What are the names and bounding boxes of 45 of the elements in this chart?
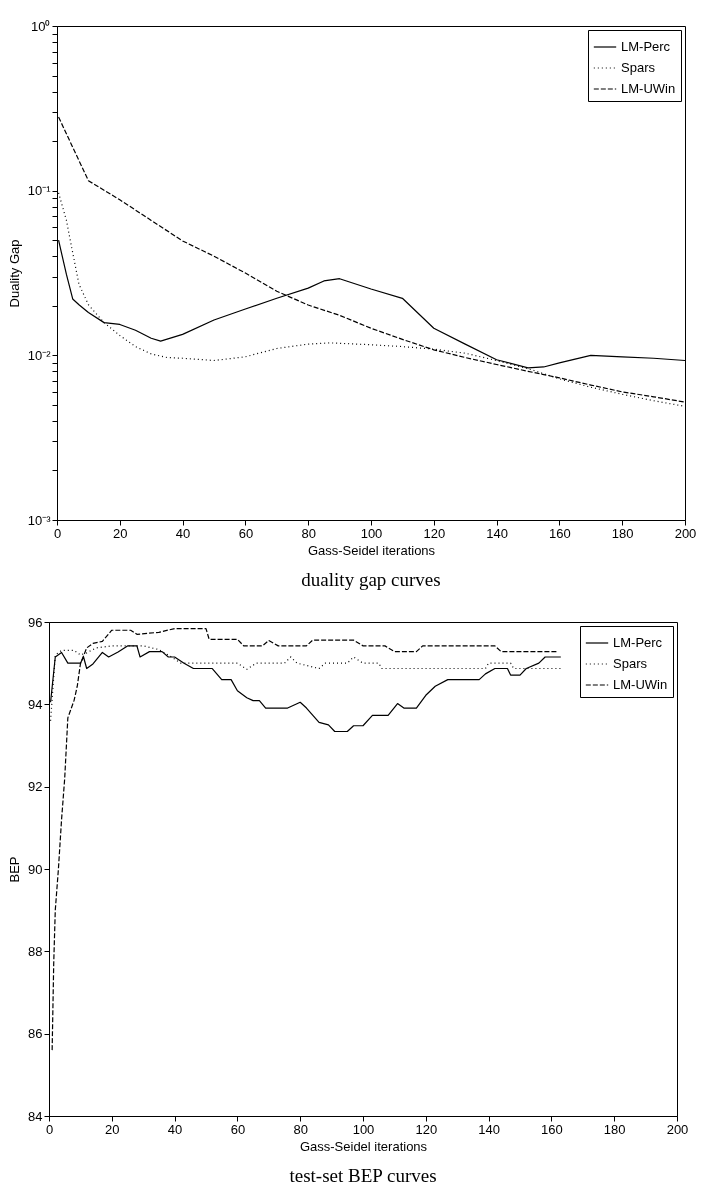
x-tick-label: 140 bbox=[478, 1121, 500, 1137]
y-tick-label: 86 bbox=[28, 1026, 43, 1042]
x-tick-label: 140 bbox=[486, 525, 508, 541]
y-tick-label: 92 bbox=[28, 779, 43, 795]
y-tick-label: 10⁻² bbox=[27, 347, 52, 363]
legend-label: LM-Perc bbox=[621, 39, 671, 54]
x-tick-label: 160 bbox=[549, 525, 571, 541]
y-tick-label: 90 bbox=[28, 861, 43, 877]
x-axis-title: Gass-Seidel iterations bbox=[299, 1138, 428, 1154]
x-tick-label: 40 bbox=[167, 1121, 183, 1137]
x-axis-title: Gass-Seidel iterations bbox=[307, 542, 436, 558]
x-tick-label: 80 bbox=[293, 1121, 308, 1137]
legend-label: Spars bbox=[613, 656, 648, 671]
x-tick-label: 120 bbox=[423, 525, 446, 541]
y-tick-label: 10⁻³ bbox=[27, 512, 52, 528]
legend-label: LM-UWin bbox=[621, 81, 676, 96]
x-tick-label: 200 bbox=[674, 525, 697, 541]
x-tick-label: 180 bbox=[611, 525, 634, 541]
legend-label: LM-UWin bbox=[613, 677, 668, 692]
x-tick-label: 60 bbox=[238, 525, 254, 541]
y-tick-label: 96 bbox=[28, 614, 43, 630]
x-tick-label: 0 bbox=[53, 525, 62, 541]
legend-label: LM-Perc bbox=[613, 635, 663, 650]
x-tick-label: 100 bbox=[360, 525, 383, 541]
y-axis-title: BEP bbox=[7, 856, 23, 883]
text: duality gap curves bbox=[301, 569, 441, 590]
x-tick-label: 40 bbox=[175, 525, 191, 541]
x-tick-label: 0 bbox=[45, 1121, 54, 1137]
x-tick-label: 20 bbox=[113, 525, 128, 541]
x-tick-label: 60 bbox=[230, 1121, 246, 1137]
y-tick-label: 88 bbox=[28, 943, 43, 959]
x-tick-label: 80 bbox=[301, 525, 316, 541]
x-tick-label: 100 bbox=[352, 1121, 375, 1137]
y-tick-label: 10⁻¹ bbox=[27, 183, 52, 199]
text: test-set BEP curves bbox=[289, 1165, 437, 1186]
x-tick-label: 160 bbox=[541, 1121, 563, 1137]
legend-label: Spars bbox=[621, 60, 656, 75]
x-tick-label: 180 bbox=[603, 1121, 626, 1137]
x-tick-label: 120 bbox=[415, 1121, 438, 1137]
x-tick-label: 20 bbox=[105, 1121, 120, 1137]
y-axis-title: Duality Gap bbox=[6, 239, 22, 308]
y-tick-label: 84 bbox=[28, 1108, 43, 1124]
x-tick-label: 200 bbox=[666, 1121, 689, 1137]
y-tick-label: 94 bbox=[28, 696, 43, 712]
y-tick-label: 10⁰ bbox=[31, 18, 51, 34]
